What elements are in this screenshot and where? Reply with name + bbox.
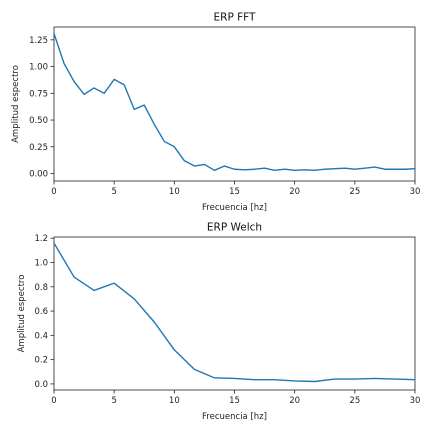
series-line	[53, 242, 416, 383]
x-tick-label: 25	[349, 187, 360, 197]
y-tick-label: 0.00	[29, 170, 48, 180]
y-tick-label: 1.0	[34, 259, 48, 269]
plot-frame	[53, 236, 416, 391]
chart-erp-fft: ERP FFT 0 5 10 15 20 25 30 0.00 0.25 0.50 0.75 1.0…	[11, 12, 420, 214]
x-tick-label: 0	[51, 396, 56, 406]
y-tick-label: 0.50	[29, 116, 48, 126]
x-tick-label: 0	[51, 187, 56, 197]
y-axis: 0.00 0.25 0.50 0.75 1.00 1.25	[29, 36, 54, 180]
y-tick-label: 1.25	[29, 36, 48, 46]
y-tick-label: 0.75	[29, 89, 48, 99]
y-axis-label: Amplitud espectro	[11, 65, 21, 143]
x-tick-label: 5	[111, 187, 116, 197]
y-tick-label: 1.00	[29, 63, 48, 73]
x-tick-label: 15	[229, 187, 240, 197]
x-axis: 0 5 10 15 20 25 30	[51, 390, 420, 406]
y-axis-label: Amplitud espectro	[17, 275, 27, 353]
x-axis-label: Frecuencia [hz]	[202, 203, 267, 213]
x-tick-label: 10	[169, 187, 180, 197]
y-tick-label: 1.2	[34, 234, 48, 244]
y-tick-label: 0.0	[34, 380, 48, 390]
x-tick-label: 15	[229, 396, 240, 406]
x-axis-label: Frecuencia [hz]	[202, 412, 267, 422]
x-tick-label: 5	[111, 396, 116, 406]
x-tick-label: 10	[169, 396, 180, 406]
x-tick-label: 20	[289, 187, 300, 197]
x-tick-label: 30	[410, 396, 421, 406]
y-tick-label: 0.6	[34, 307, 48, 317]
plot-frame	[53, 26, 416, 182]
x-tick-label: 25	[349, 396, 360, 406]
chart-title: ERP Welch	[207, 222, 262, 234]
x-axis: 0 5 10 15 20 25 30	[51, 181, 420, 197]
y-tick-label: 0.2	[34, 356, 48, 366]
y-tick-label: 0.8	[34, 283, 48, 293]
y-tick-label: 0.25	[29, 143, 48, 153]
chart-erp-welch: ERP Welch 0 5 10 15 20 25 30 0.0 0.2 0.4 0.6 0.8 1.…	[17, 222, 420, 423]
series-line	[53, 33, 416, 172]
y-tick-label: 0.4	[34, 331, 48, 341]
x-tick-label: 20	[289, 396, 300, 406]
chart-title: ERP FFT	[214, 12, 256, 24]
x-tick-label: 30	[410, 187, 421, 197]
y-axis: 0.0 0.2 0.4 0.6 0.8 1.0 1.2	[34, 234, 54, 390]
